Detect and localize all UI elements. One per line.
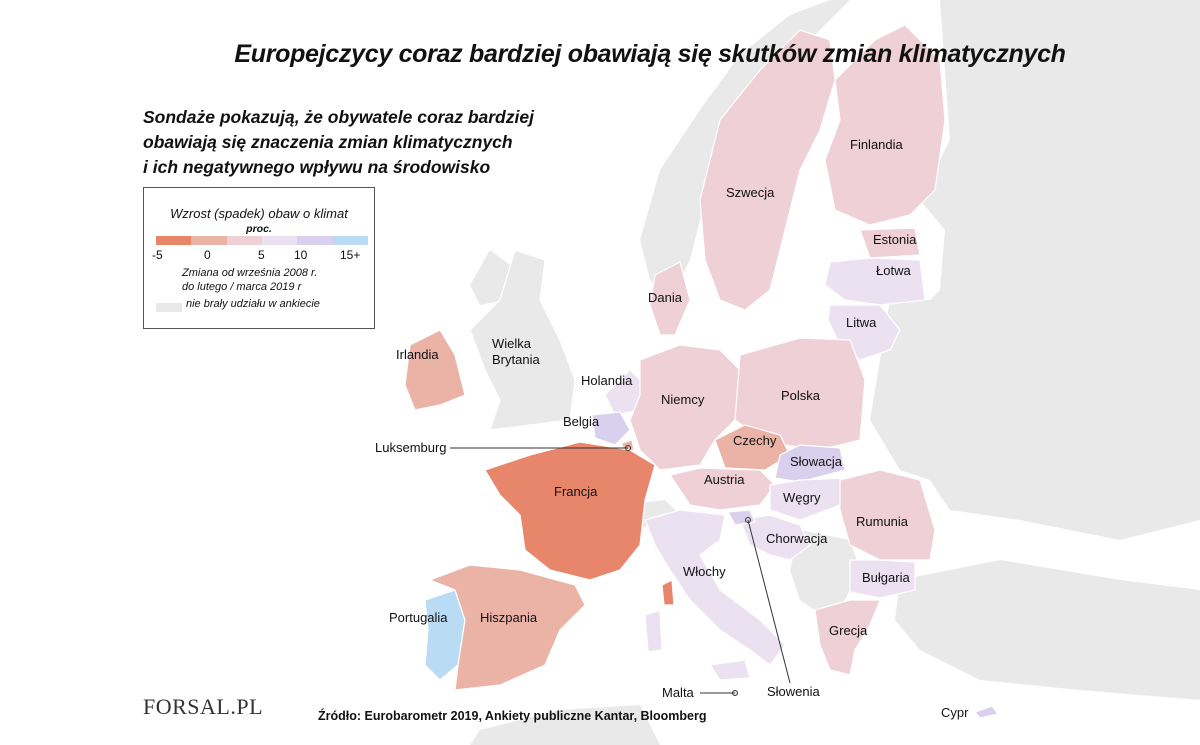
land-africa bbox=[470, 705, 660, 745]
label-lotwa: Łotwa bbox=[876, 263, 911, 278]
label-polska: Polska bbox=[781, 388, 821, 403]
leader-luksemburg-dot bbox=[625, 445, 631, 451]
label-portugalia: Portugalia bbox=[389, 610, 448, 625]
country-shape-slowacja bbox=[774, 444, 846, 483]
country-shape-finlandia bbox=[824, 24, 946, 226]
subtitle-line: obawiają się znaczenia zmian klimatyczny… bbox=[143, 132, 513, 152]
label-czechy: Czechy bbox=[733, 433, 777, 448]
label-slowacja: Słowacja bbox=[790, 454, 843, 469]
subtitle-line: Sondaże pokazują, że obywatele coraz bar… bbox=[143, 107, 534, 127]
label-finlandia: Finlandia bbox=[850, 137, 903, 152]
leader-slowenia-dot bbox=[745, 517, 751, 523]
subtitle-line: i ich negatywnego wpływu na środowisko bbox=[143, 157, 491, 177]
country-shape-hiszpania bbox=[428, 564, 586, 691]
country-shape-estonia bbox=[859, 227, 921, 259]
leader-slowenia bbox=[747, 519, 791, 684]
legend-tick: 15+ bbox=[340, 248, 361, 262]
label-estonia: Estonia bbox=[873, 232, 917, 247]
country-shape-sardynia bbox=[644, 609, 663, 653]
legend-note-line: Zmiana od września 2008 r. bbox=[182, 267, 318, 279]
country-shape-chorwacja bbox=[739, 514, 811, 561]
legend-tick: 10 bbox=[294, 248, 308, 262]
country-shape-francja bbox=[484, 441, 656, 581]
label-austria: Austria bbox=[704, 472, 745, 487]
forsal-logo: FORSAL.PL bbox=[143, 694, 264, 719]
legend-swatch bbox=[332, 236, 368, 245]
country-shape-austria bbox=[669, 467, 776, 511]
legend-note-line: do lutego / marca 2019 r bbox=[182, 281, 302, 293]
country-shape-szwecja bbox=[699, 29, 836, 311]
source-note: Źródło: Eurobarometr 2019, Ankiety publi… bbox=[318, 709, 707, 723]
land-balkans bbox=[790, 530, 860, 620]
label-grecja: Grecja bbox=[829, 623, 868, 638]
label-rumunia: Rumunia bbox=[856, 514, 909, 529]
label-malta: Malta bbox=[662, 685, 694, 700]
land-iceland bbox=[470, 250, 510, 305]
legend-note: Zmiana od września 2008 r. do lutego / m… bbox=[182, 266, 372, 294]
map-subtitle: Sondaże pokazują, że obywatele coraz bar… bbox=[143, 105, 563, 180]
country-shape-korsyka bbox=[661, 579, 675, 606]
label-belgia: Belgia bbox=[563, 414, 600, 429]
label-irlandia: Irlandia bbox=[396, 347, 439, 362]
label-niemcy: Niemcy bbox=[661, 392, 705, 407]
country-shape-cypr bbox=[973, 705, 1000, 719]
country-shape-wlochy bbox=[644, 509, 786, 666]
legend-swatch bbox=[191, 236, 227, 245]
legend-tick: 5 bbox=[258, 248, 265, 262]
label-szwecja: Szwecja bbox=[726, 185, 775, 200]
land-turkey bbox=[895, 560, 1200, 700]
land-norway bbox=[640, 0, 850, 300]
label-luksemburg: Luksemburg bbox=[375, 440, 447, 455]
label-dania: Dania bbox=[648, 290, 682, 305]
country-shape-lotwa bbox=[824, 257, 926, 306]
label-litwa: Litwa bbox=[846, 315, 877, 330]
legend: Wzrost (spadek) obaw o klimat proc. -5 0… bbox=[143, 187, 375, 329]
label-hiszpania: Hiszpania bbox=[480, 610, 538, 625]
label-holandia: Holandia bbox=[581, 373, 633, 388]
country-shape-belgia bbox=[591, 411, 631, 446]
country-shape-slowenia bbox=[727, 509, 756, 526]
country-shape-grecja bbox=[814, 599, 881, 676]
country-shape-wielka-brytania bbox=[469, 249, 576, 431]
map-title: Europejczycy coraz bardziej obawiają się… bbox=[234, 40, 1066, 68]
label-wlochy: Włochy bbox=[683, 564, 726, 579]
label-francja: Francja bbox=[554, 484, 598, 499]
country-shape-niemcy bbox=[629, 344, 741, 471]
label-slowenia: Słowenia bbox=[767, 684, 820, 699]
label-bulgaria: Bułgaria bbox=[862, 570, 910, 585]
legend-title: Wzrost (spadek) obaw o klimat bbox=[170, 206, 348, 221]
legend-swatch bbox=[156, 236, 192, 245]
label-cypr: Cypr bbox=[941, 705, 969, 720]
legend-unit: proc. bbox=[246, 223, 272, 235]
legend-nodata-label: nie brały udziału w ankiecie bbox=[186, 298, 320, 310]
legend-scale bbox=[156, 236, 368, 245]
legend-tick: 0 bbox=[204, 248, 211, 262]
legend-swatch bbox=[297, 236, 333, 245]
legend-swatch bbox=[226, 236, 262, 245]
label-wielka-brytania: Wielka Brytania bbox=[492, 336, 540, 367]
country-shape-irlandia bbox=[404, 329, 466, 411]
legend-nodata-swatch bbox=[156, 303, 182, 312]
leader-malta-dot bbox=[732, 690, 738, 696]
country-shape-bulgaria bbox=[849, 559, 916, 599]
legend-tick: -5 bbox=[152, 248, 163, 262]
legend-swatch bbox=[261, 236, 298, 245]
label-chorwacja: Chorwacja bbox=[766, 531, 828, 546]
country-shape-rumunia bbox=[839, 469, 936, 561]
country-shape-sycylia bbox=[708, 659, 751, 681]
country-shape-dania bbox=[649, 261, 691, 336]
land-belarus-ukraine bbox=[870, 300, 1200, 540]
label-wegry: Węgry bbox=[783, 490, 821, 505]
